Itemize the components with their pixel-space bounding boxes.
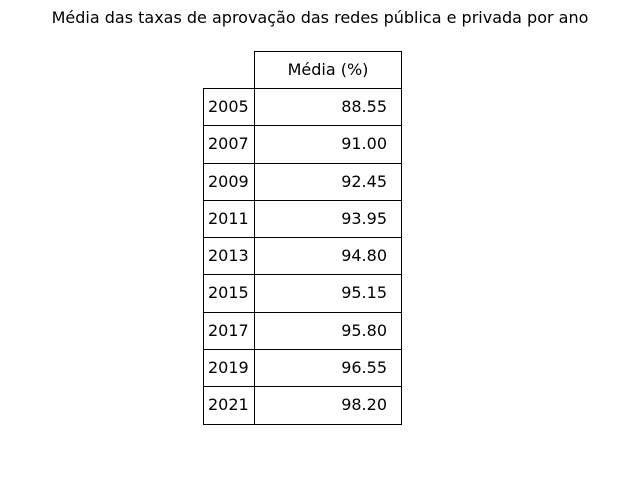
row-label-year: 2015 — [203, 274, 255, 313]
row-value-mean: 95.15 — [253, 274, 402, 313]
row-value-mean: 92.45 — [253, 162, 402, 201]
row-label-year: 2011 — [203, 199, 255, 239]
table-row: 2009 92.45 — [203, 162, 402, 201]
row-label-year: 2009 — [203, 162, 255, 201]
table-row: 2017 95.80 — [203, 311, 402, 351]
table-row: 2015 95.15 — [203, 274, 402, 313]
row-label-year: 2007 — [203, 125, 255, 164]
row-value-mean: 95.80 — [253, 311, 402, 351]
table-body: 2005 88.55 2007 91.00 2009 92.45 2011 93.95 2013… — [203, 88, 402, 425]
row-value-mean: 94.80 — [253, 237, 402, 276]
row-value-mean: 98.20 — [253, 386, 402, 425]
data-table: Média (%) 2005 88.55 2007 91.00 2009 92.45 201… — [203, 51, 402, 425]
table-row: 2021 98.20 — [203, 386, 402, 425]
table-row: 2007 91.00 — [203, 125, 402, 164]
table-row: 2013 94.80 — [203, 237, 402, 276]
chart-title: Média das taxas de aprovação das redes p… — [51, 8, 589, 27]
table-row: 2019 96.55 — [203, 349, 402, 388]
row-label-year: 2017 — [203, 311, 255, 351]
row-value-mean: 93.95 — [253, 199, 402, 239]
row-value-mean: 91.00 — [253, 125, 402, 164]
table-row: 2005 88.55 — [203, 88, 402, 127]
table-row: 2011 93.95 — [203, 199, 402, 239]
row-label-year: 2005 — [203, 88, 255, 127]
row-label-year: 2019 — [203, 349, 255, 388]
column-header: Média (%) — [254, 51, 402, 89]
row-label-year: 2021 — [203, 386, 255, 425]
row-value-mean: 88.55 — [253, 88, 402, 127]
row-label-year: 2013 — [203, 237, 255, 276]
row-value-mean: 96.55 — [253, 349, 402, 388]
